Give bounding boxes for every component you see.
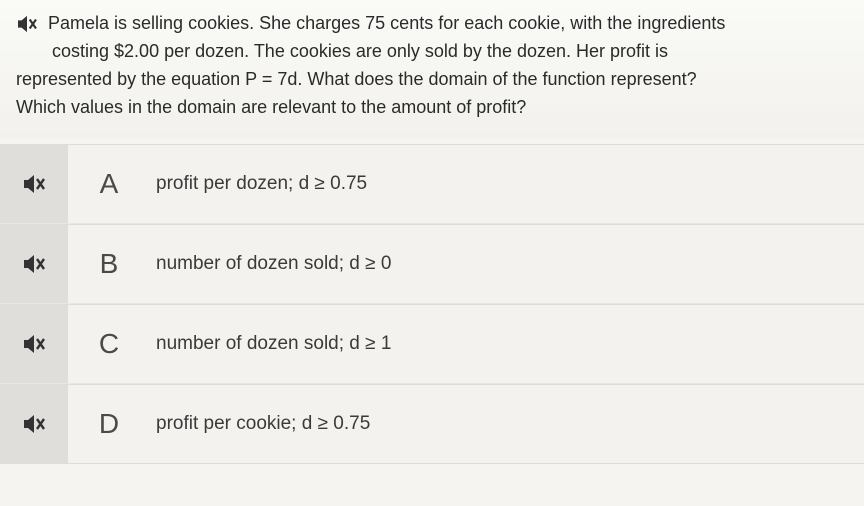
- question-line-4: Which values in the domain are relevant …: [16, 94, 848, 122]
- speaker-muted-icon[interactable]: [0, 385, 68, 463]
- option-letter: C: [68, 328, 150, 360]
- speaker-muted-icon[interactable]: [0, 305, 68, 383]
- question-line-1: Pamela is selling cookies. She charges 7…: [48, 10, 725, 38]
- speaker-muted-icon[interactable]: [0, 225, 68, 303]
- question-line-3: represented by the equation P = 7d. What…: [16, 66, 848, 94]
- speaker-muted-icon[interactable]: [16, 14, 38, 32]
- option-row-c[interactable]: C number of dozen sold; d ≥ 1: [0, 304, 864, 384]
- option-text: number of dozen sold; d ≥ 0: [150, 253, 864, 275]
- option-row-b[interactable]: B number of dozen sold; d ≥ 0: [0, 224, 864, 304]
- speaker-muted-icon[interactable]: [0, 145, 68, 223]
- option-row-a[interactable]: A profit per dozen; d ≥ 0.75: [0, 144, 864, 224]
- option-letter: A: [68, 168, 150, 200]
- option-letter: B: [68, 248, 150, 280]
- option-row-d[interactable]: D profit per cookie; d ≥ 0.75: [0, 384, 864, 464]
- option-letter: D: [68, 408, 150, 440]
- answer-options: A profit per dozen; d ≥ 0.75 B number of…: [0, 144, 864, 464]
- question-line-2: costing $2.00 per dozen. The cookies are…: [52, 38, 848, 66]
- option-text: profit per cookie; d ≥ 0.75: [150, 413, 864, 435]
- option-text: number of dozen sold; d ≥ 1: [150, 333, 864, 355]
- question-text: Pamela is selling cookies. She charges 7…: [0, 0, 864, 138]
- option-text: profit per dozen; d ≥ 0.75: [150, 173, 864, 195]
